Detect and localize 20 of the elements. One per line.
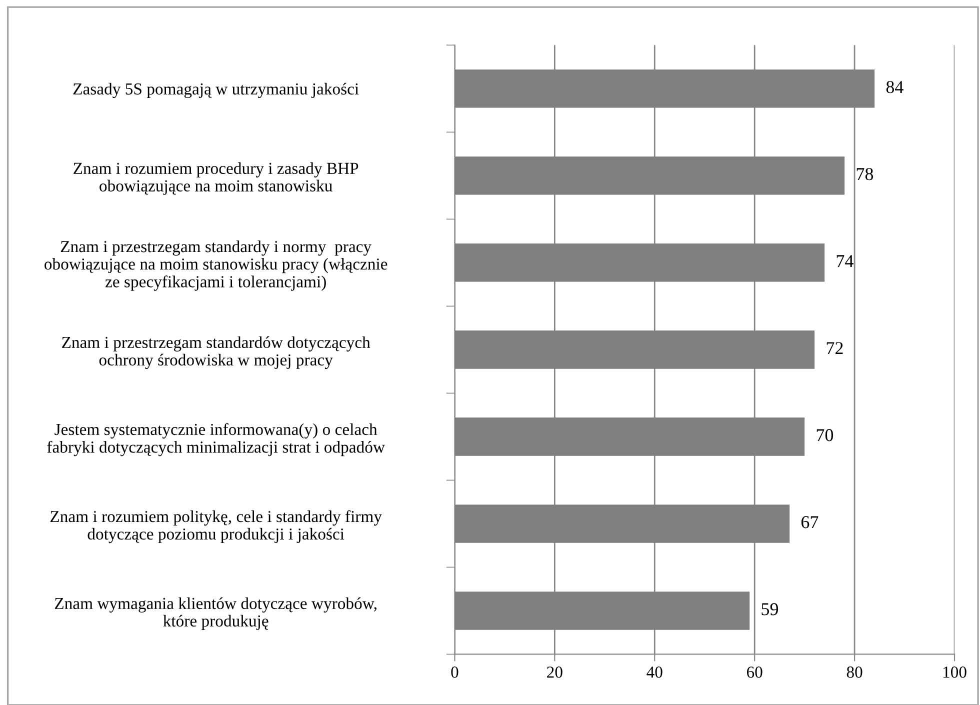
x-tick-label: 0: [451, 666, 458, 678]
x-tick-label: 60: [746, 666, 762, 678]
y-tick-label: Znam i przestrzegam standardów dotyczących ochrony środowiska w mojej pracy: [62, 336, 370, 369]
y-tick-label: Znam i przestrzegam standardy i normy pracy obowiązujące na moim stanowisku pracy (włącznie ze specyfikacjami i tolerancjami): [44, 240, 388, 291]
y-tick-label: Znam wymagania klientów dotyczące wyrobów, które produkuję: [54, 597, 376, 630]
data-label: 59: [762, 603, 778, 616]
y-tick-label: Zasady 5S pomagają w utrzymaniu jakości: [73, 82, 359, 98]
x-tick-label: 20: [547, 666, 562, 678]
data-label: 70: [816, 429, 834, 442]
data-label: 74: [836, 255, 854, 268]
y-tick-label: Jestem systematycznie informowana(y) o celach fabryki dotyczących minimalizacji strat i odpadów: [47, 423, 385, 456]
data-label: 67: [801, 516, 818, 528]
x-tick-label: 80: [846, 666, 862, 678]
y-tick-label: Znam i rozumiem politykę, cele i standardy firmy dotyczące poziomu produkcji i jakości: [50, 510, 382, 544]
x-tick-label: 100: [943, 666, 966, 678]
data-label: 72: [826, 342, 843, 354]
data-label: 84: [886, 80, 904, 94]
y-tick-label: Znam i rozumiem procedury i zasady BHP obowiązujące na moim stanowisku: [74, 162, 358, 195]
data-label: 78: [856, 168, 874, 180]
x-tick-label: 40: [646, 666, 662, 678]
